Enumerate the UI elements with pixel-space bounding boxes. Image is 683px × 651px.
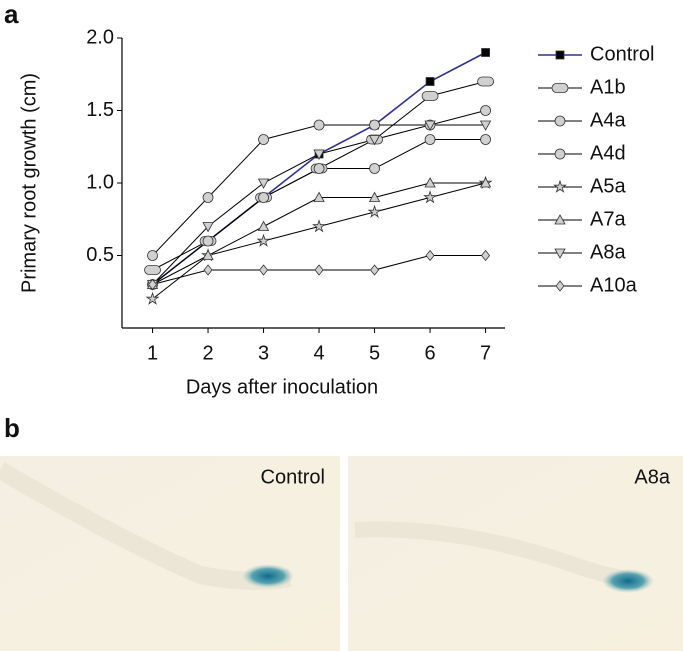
panel-label: a (4, 0, 19, 29)
legend-marker (551, 83, 569, 93)
legend-marker (554, 214, 566, 225)
marker (368, 135, 381, 146)
marker (202, 235, 214, 247)
legend-marker (555, 280, 565, 292)
marker (257, 178, 270, 189)
marker (313, 163, 325, 174)
legend-marker (554, 148, 566, 160)
marker (480, 105, 491, 116)
marker (421, 91, 439, 101)
marker (480, 134, 491, 145)
legend-label: Control (590, 43, 654, 65)
x-tick-label: 3 (258, 342, 269, 364)
marker (314, 264, 324, 276)
y-tick-label: 1.0 (86, 171, 114, 193)
legend-label: A10a (590, 274, 638, 296)
marker (369, 163, 380, 174)
series-line (152, 124, 486, 285)
legend-marker (555, 50, 565, 60)
marker (202, 222, 214, 233)
marker (313, 149, 325, 160)
legend-marker (553, 179, 567, 193)
marker (481, 48, 490, 57)
marker (145, 291, 160, 305)
legend-label: A7a (590, 208, 626, 230)
photo-label: A8a (634, 466, 670, 488)
marker (424, 134, 436, 145)
marker (147, 250, 158, 261)
photo-label: Control (261, 466, 325, 488)
marker (258, 192, 269, 203)
y-tick-label: 2.0 (86, 26, 114, 48)
marker (370, 264, 380, 276)
x-tick-label: 2 (202, 342, 213, 364)
x-tick-label: 6 (425, 342, 436, 364)
marker (423, 190, 438, 204)
legend-label: A4a (590, 109, 626, 131)
marker (313, 119, 325, 131)
marker (479, 120, 492, 131)
x-tick-label: 1 (147, 342, 158, 364)
marker (481, 249, 491, 262)
panel-label: b (4, 413, 20, 443)
legend-label: A8a (590, 241, 626, 263)
x-tick-label: 5 (369, 342, 380, 364)
x-tick-label: 7 (480, 342, 491, 364)
x-axis-title: Days after inoculation (186, 376, 378, 398)
x-tick-label: 4 (313, 342, 324, 364)
marker (256, 233, 271, 247)
marker (425, 77, 435, 86)
legend-marker (554, 115, 566, 127)
legend-label: A5a (590, 175, 626, 197)
marker (257, 220, 270, 231)
legend-marker (554, 248, 566, 259)
marker (144, 265, 161, 275)
marker (424, 120, 436, 131)
legend-label: A1b (590, 76, 626, 98)
y-axis-title: Primary root growth (cm) (18, 73, 40, 293)
photo: Control (0, 456, 340, 651)
marker (477, 76, 494, 87)
marker (202, 249, 214, 260)
photo: A8a (348, 456, 683, 651)
marker (202, 192, 214, 203)
series-line (152, 139, 486, 285)
marker (259, 264, 269, 276)
marker (203, 264, 213, 276)
y-tick-label: 1.5 (86, 99, 114, 121)
marker (313, 191, 325, 202)
marker (367, 204, 382, 218)
y-tick-label: 0.5 (86, 244, 114, 266)
marker (424, 177, 436, 188)
marker (148, 278, 158, 291)
marker (425, 249, 435, 262)
marker (369, 119, 380, 131)
legend-label: A4d (590, 142, 626, 164)
marker (312, 219, 327, 233)
marker (479, 177, 492, 188)
marker (258, 134, 269, 145)
marker (368, 191, 381, 202)
